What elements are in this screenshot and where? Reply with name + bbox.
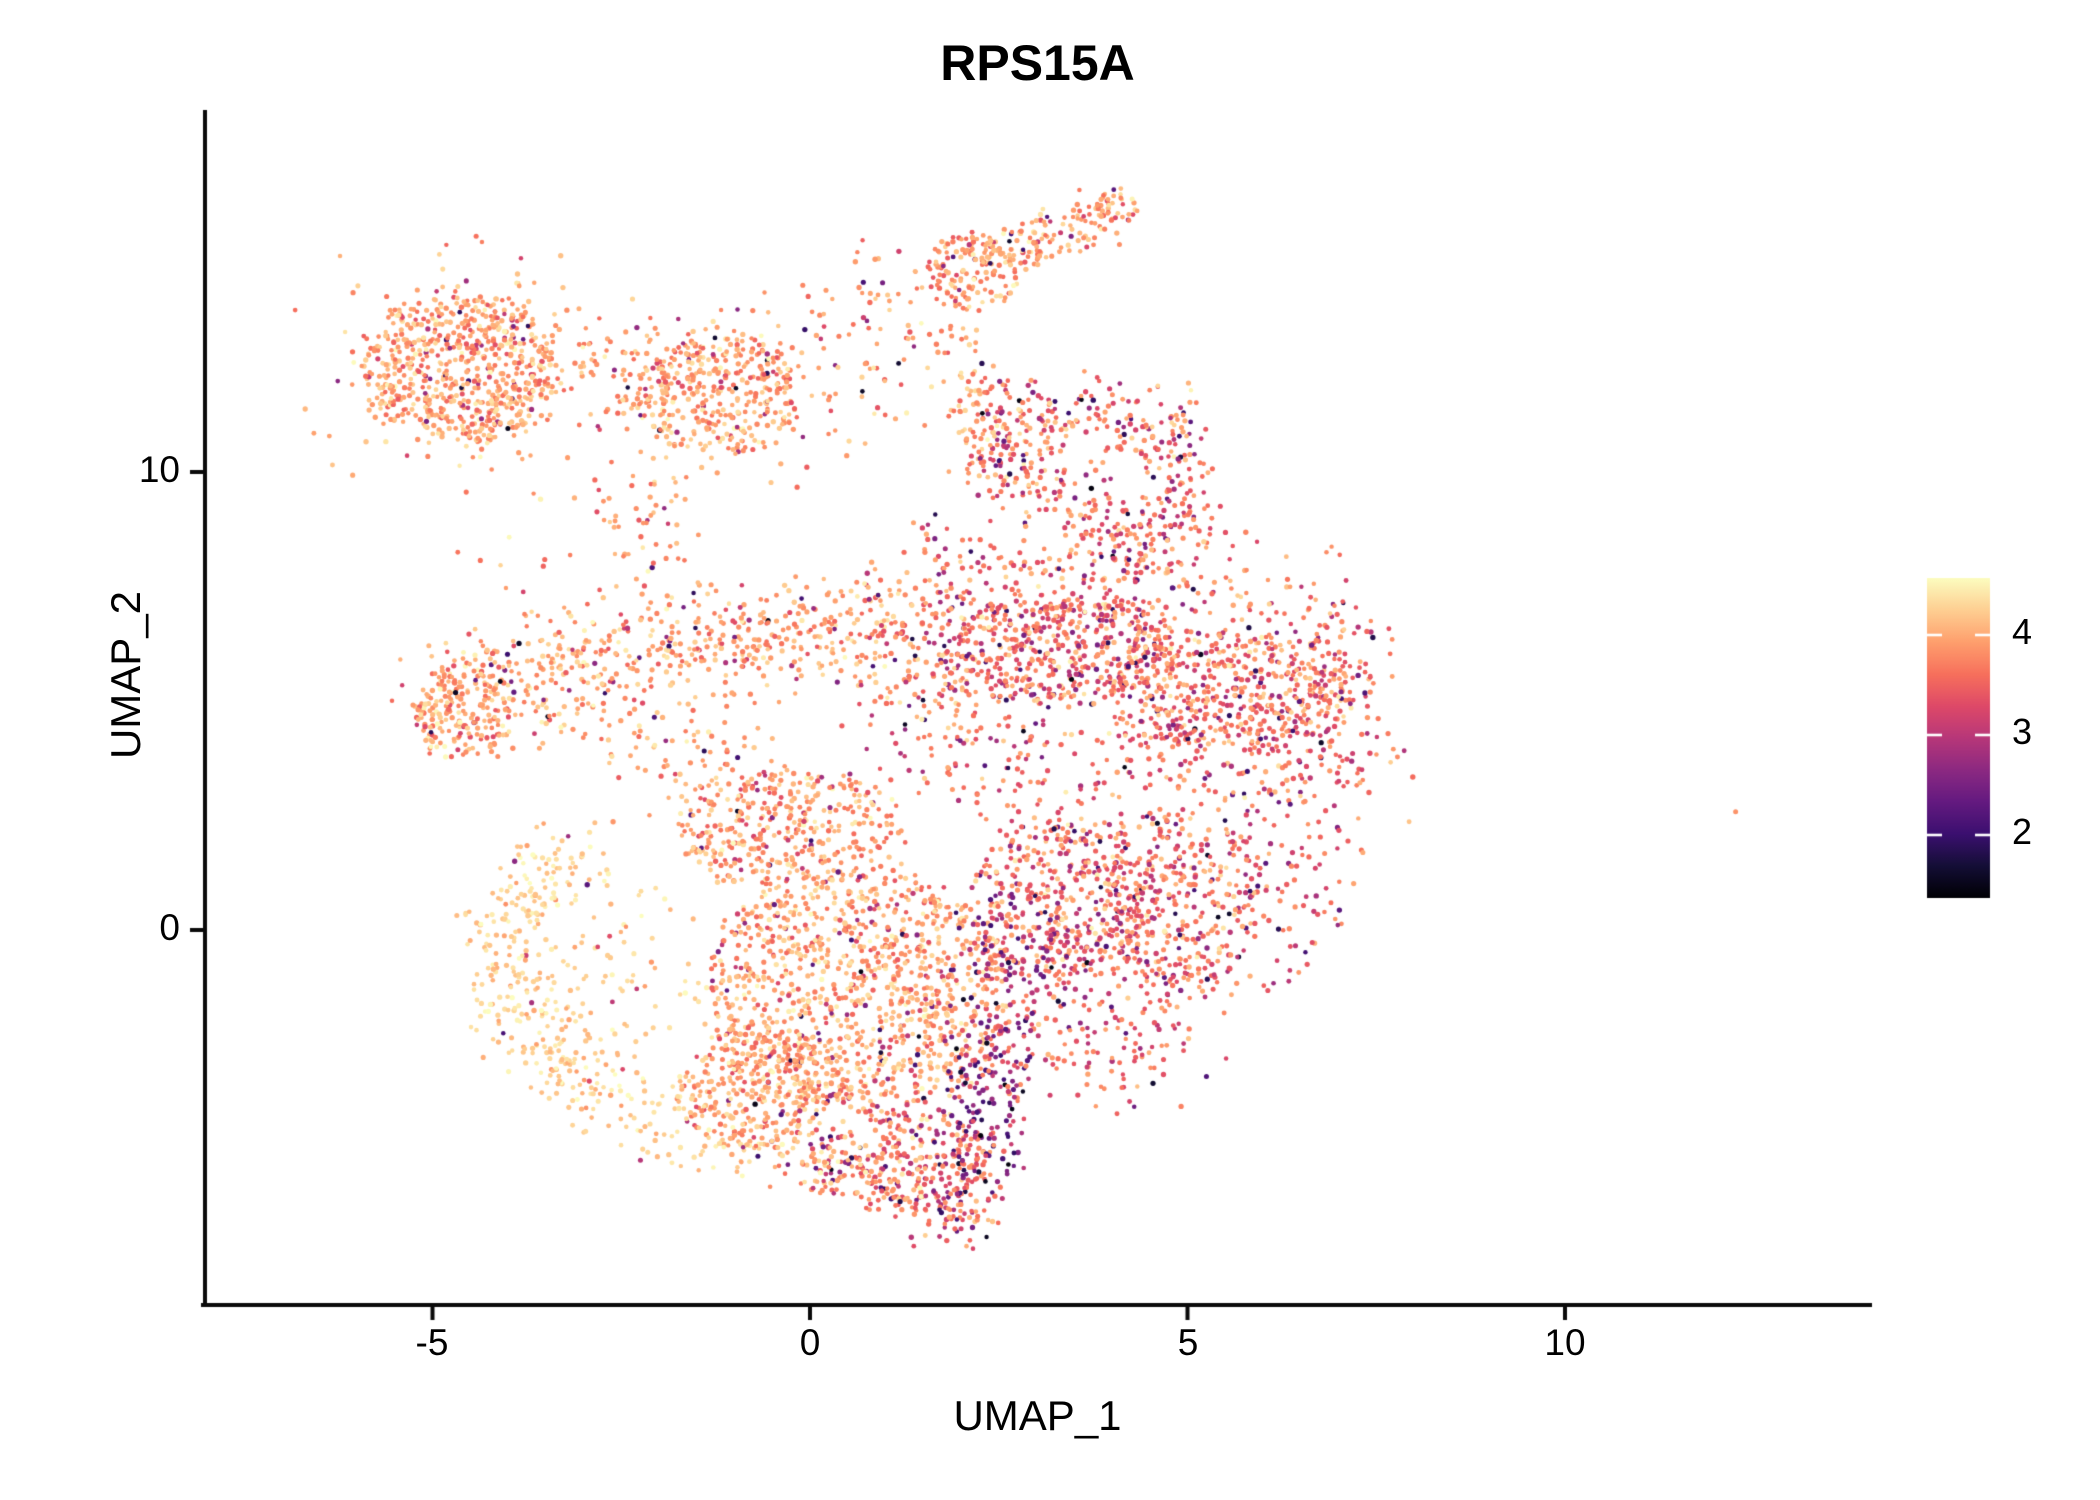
y-tick-label: 0: [159, 907, 180, 948]
y-tick-label: 10: [138, 449, 180, 490]
colorbar-tick-label: 4: [2012, 611, 2033, 652]
plot-title: RPS15A: [940, 35, 1135, 91]
x-tick-label: 5: [1177, 1322, 1199, 1363]
colorbar-tick-label: 3: [2012, 711, 2033, 752]
x-tick-label: -5: [415, 1322, 449, 1363]
x-tick-label: 0: [799, 1322, 821, 1363]
colorbar-tick-label: 2: [2012, 811, 2033, 852]
x-tick-label: 10: [1544, 1322, 1586, 1363]
x-axis-label: UMAP_1: [953, 1392, 1122, 1439]
